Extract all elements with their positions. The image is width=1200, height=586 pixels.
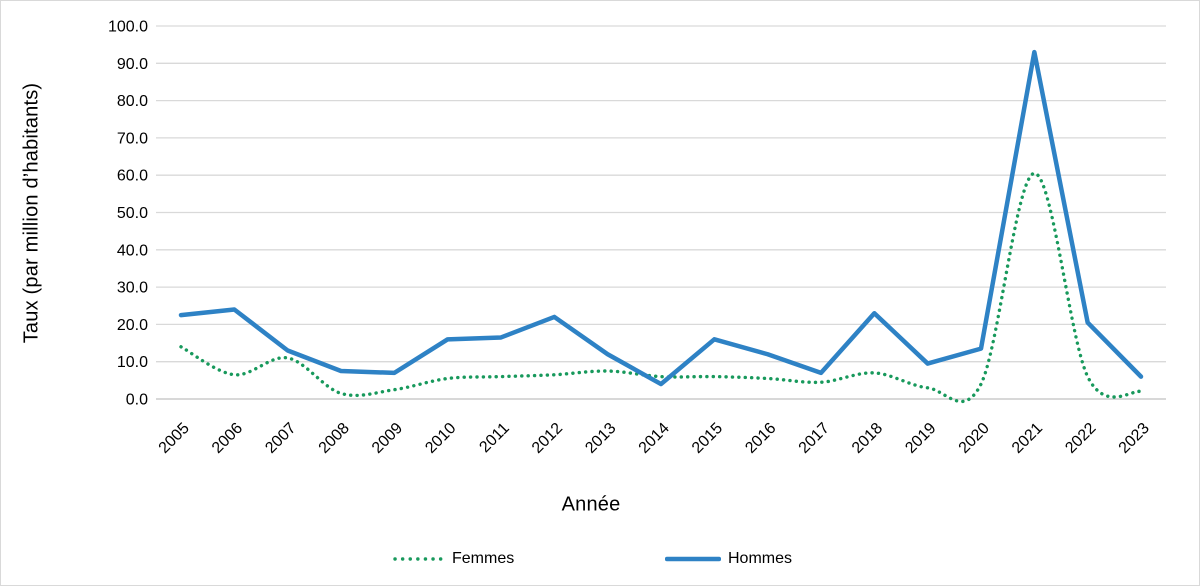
x-tick-label: 2022 bbox=[1062, 420, 1099, 457]
series-line-hommes bbox=[178, 49, 1144, 387]
x-tick-label: 2005 bbox=[156, 420, 193, 457]
x-tick-label: 2015 bbox=[689, 420, 726, 457]
x-tick-label: 2009 bbox=[369, 420, 406, 457]
legend-item-hommes: Hommes bbox=[665, 549, 792, 569]
x-tick-label: 2023 bbox=[1116, 420, 1153, 457]
y-tick-label: 50.0 bbox=[117, 205, 148, 222]
x-tick-label: 2008 bbox=[316, 420, 353, 457]
x-tick-label: 2019 bbox=[902, 420, 939, 457]
x-tick-label: 2012 bbox=[529, 420, 566, 457]
y-tick-label: 90.0 bbox=[117, 56, 148, 73]
solid-line-swatch-icon bbox=[665, 556, 721, 562]
x-tick-label: 2013 bbox=[582, 420, 619, 457]
y-tick-label: 70.0 bbox=[117, 130, 148, 147]
x-tick-label: 2006 bbox=[209, 420, 246, 457]
legend-item-femmes: Femmes bbox=[393, 549, 514, 569]
x-tick-label: 2010 bbox=[422, 420, 459, 457]
y-tick-label: 0.0 bbox=[126, 392, 148, 409]
x-axis-title: Année bbox=[561, 493, 621, 516]
y-axis-title: Taux (par million d’habitants) bbox=[20, 82, 43, 344]
x-tick-label: 2007 bbox=[262, 420, 299, 457]
legend-label-femmes: Femmes bbox=[452, 550, 515, 567]
x-tick-label: 2020 bbox=[956, 420, 993, 457]
x-tick-label: 2017 bbox=[796, 420, 833, 457]
x-tick-label: 2016 bbox=[742, 420, 779, 457]
y-tick-label: 60.0 bbox=[117, 168, 148, 185]
y-tick-label: 80.0 bbox=[117, 93, 148, 110]
y-tick-label: 20.0 bbox=[117, 317, 148, 334]
x-tick-label: 2014 bbox=[636, 420, 673, 457]
x-tick-label: 2018 bbox=[849, 420, 886, 457]
legend-label-hommes: Hommes bbox=[728, 550, 793, 567]
series-line-femmes bbox=[179, 171, 1143, 404]
y-tick-label: 30.0 bbox=[117, 280, 148, 297]
dotted-line-swatch-icon bbox=[393, 557, 445, 561]
y-tick-label: 10.0 bbox=[117, 354, 148, 371]
y-tick-label: 40.0 bbox=[117, 242, 148, 259]
x-tick-label: 2021 bbox=[1009, 420, 1046, 457]
x-tick-label: 2011 bbox=[476, 420, 512, 456]
y-tick-label: 100.0 bbox=[108, 19, 148, 36]
